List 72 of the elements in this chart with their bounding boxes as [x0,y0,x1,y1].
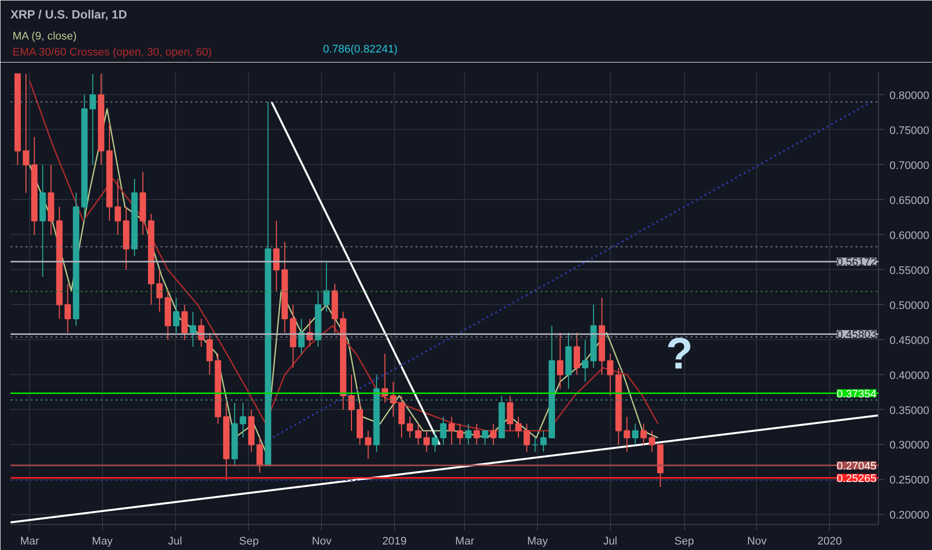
candlestick [348,374,355,432]
y-tick-label: 0.45000 [890,334,930,347]
candlestick [624,416,630,452]
candlestick [532,437,538,452]
candlestick [22,73,30,194]
candlestick [64,283,71,334]
candlestick [465,423,472,446]
candlestick [190,311,196,348]
ref-line-label: 0.37354 [836,388,877,400]
candlestick [114,178,121,236]
ref-line-label: 0.25265 [836,472,877,485]
y-tick-label: 0.35000 [890,404,930,417]
candlestick [432,430,438,452]
candlestick [540,430,547,452]
ref-line-label: 0.27045 [836,460,877,472]
candlestick [423,430,430,452]
x-tick-label: Mar [20,536,40,548]
x-tick-label: 2020 [817,536,842,548]
candlestick [574,332,580,376]
candlestick [474,423,480,446]
candlestick [298,318,305,354]
x-tick-label: Nov [747,536,768,548]
candlestick [198,318,204,348]
candlestick [482,430,488,446]
y-tick-label: 0.55000 [890,264,930,277]
annotation: ? [666,329,693,378]
y-tick-label: 0.65000 [890,194,930,207]
candlestick [490,423,497,446]
candlestick [648,430,656,452]
candlestick [256,437,263,474]
candlestick [415,423,422,446]
y-tick-label: 0.40000 [890,370,930,382]
x-tick-label: May [92,536,114,548]
x-tick-label: Jul [168,536,182,548]
y-tick-label: 0.80000 [890,90,930,102]
text: MA (9, close) [12,30,77,42]
chart-title: XRP / U.S. Dollar, 1D [10,8,128,22]
y-tick-label: 0.20000 [890,510,930,522]
x-tick-label: 2019 [382,536,407,548]
y-tick-label: 0.60000 [890,230,930,242]
x-tick-label: Mar [455,536,475,548]
y-tick-label: 0.75000 [890,124,930,137]
y-tick-label: 0.50000 [890,300,930,312]
x-tick-label: Nov [312,536,332,548]
candlestick [206,332,213,376]
candlestick [582,339,588,382]
candlestick [323,262,330,312]
candlestick [607,353,614,396]
x-tick-label: May [527,536,548,548]
x-tick-label: Jul [603,536,618,548]
candlestick [440,416,446,446]
candlestick [173,297,180,334]
text: 0.786(0.82241) [322,43,398,56]
y-tick-label: 0.70000 [890,160,930,172]
candlestick [365,430,372,460]
x-tick-label: Sep [239,536,259,548]
y-tick-label: 0.25000 [890,474,930,487]
y-tick-label: 0.30000 [890,440,930,452]
candlestick [456,423,464,446]
candlestick [556,332,564,390]
candlestick [156,269,163,312]
candlestick [390,381,396,418]
text: EMA 30/60 Crosses (open, 30, open, 60) [12,46,212,58]
candlestick [181,304,188,340]
candlestick [640,423,647,446]
x-tick-label: Sep [674,536,694,548]
candlestick [524,423,530,452]
candlestick [632,423,638,446]
candlestick [240,402,246,438]
candlestick [90,73,96,166]
candlestick [273,220,280,292]
candlestick [448,416,455,446]
